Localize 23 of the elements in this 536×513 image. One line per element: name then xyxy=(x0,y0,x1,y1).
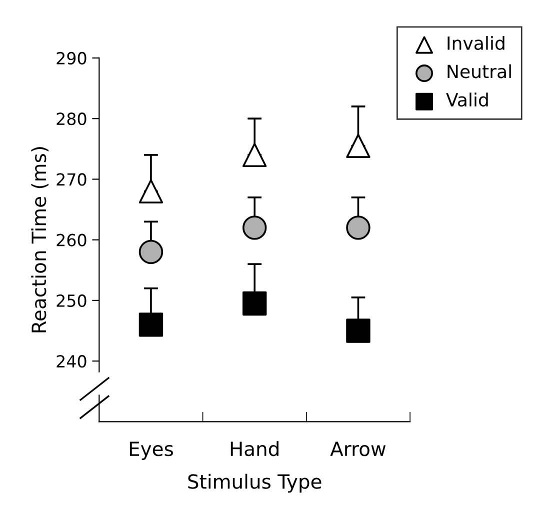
point xyxy=(138,312,164,337)
y-tick-label: 250 xyxy=(56,294,86,308)
y-tick-label: 270 xyxy=(56,173,86,186)
point xyxy=(242,291,267,316)
x-tick-label: Eyes xyxy=(130,442,173,460)
point xyxy=(242,216,267,240)
y-axis-title: Reaction Time (ms) xyxy=(31,147,49,332)
x-tick-label: Hand xyxy=(230,441,278,456)
point xyxy=(346,318,370,343)
legend-label: Invalid xyxy=(448,36,504,50)
legend-label: Neutral xyxy=(448,64,511,78)
point xyxy=(138,240,164,264)
y-tick-label: 280 xyxy=(56,112,86,126)
point xyxy=(138,179,164,204)
y-tick-label: 260 xyxy=(56,234,86,246)
y-tick-label: 240 xyxy=(56,355,86,368)
x-axis-title: Stimulus Type xyxy=(188,474,322,493)
x-tick-label: Arrow xyxy=(330,442,386,456)
point xyxy=(242,142,267,168)
legend-label: Valid xyxy=(446,92,488,107)
point xyxy=(346,216,370,240)
point xyxy=(346,134,370,158)
y-tick-label: 290 xyxy=(56,52,86,65)
